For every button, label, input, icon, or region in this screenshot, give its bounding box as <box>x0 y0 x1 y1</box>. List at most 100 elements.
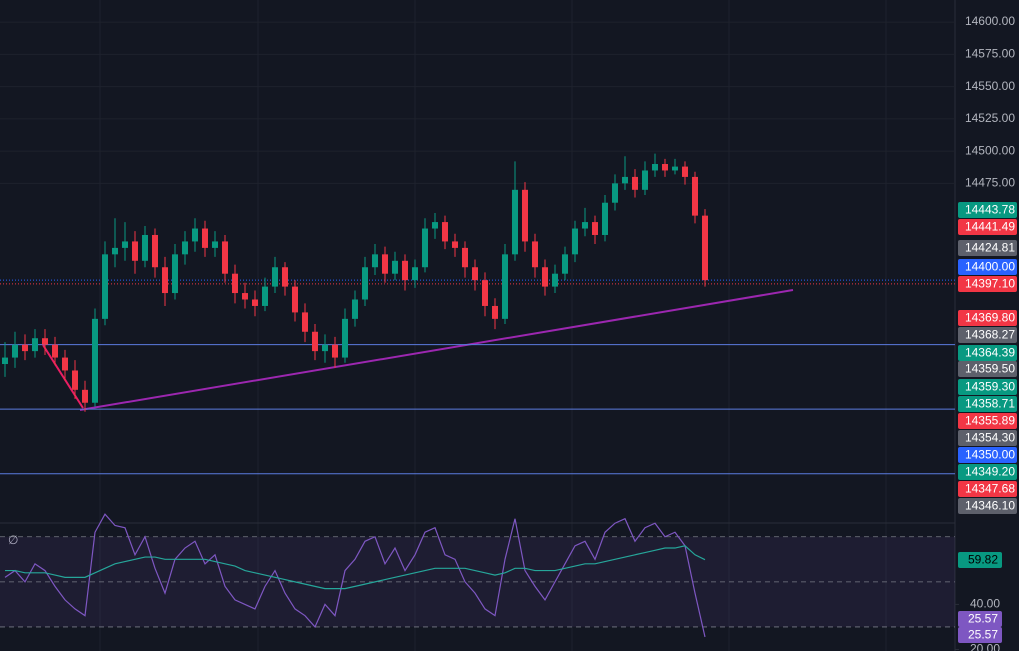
price-badge-label: 14349.20 <box>965 465 1015 479</box>
candle-body <box>52 344 58 358</box>
price-badge-label: 14359.30 <box>965 380 1015 394</box>
rsi-tick-label: 20.00 <box>970 642 1000 651</box>
rsi-badge <box>958 611 1002 627</box>
candle-body <box>92 318 98 403</box>
price-badge <box>958 240 1017 256</box>
price-badge <box>958 396 1017 412</box>
candle-body <box>232 273 238 294</box>
candle-body <box>612 183 618 203</box>
candle-body <box>472 267 478 281</box>
candle-body <box>442 222 448 242</box>
price-badge-label: 14364.39 <box>965 346 1015 360</box>
candle-body <box>132 241 138 261</box>
rsi-line <box>4 513 706 638</box>
candle-body <box>562 254 568 274</box>
price-badge-label: 14424.81 <box>965 241 1015 255</box>
price-badge <box>958 498 1017 514</box>
candle-body <box>702 215 708 281</box>
rsi-line <box>5 545 706 590</box>
candle-body <box>322 344 328 352</box>
candle-body <box>412 267 418 281</box>
y-tick-label: 14475.00 <box>965 176 1015 190</box>
candle-body <box>112 247 118 255</box>
price-badge-label: 14347.68 <box>965 482 1015 496</box>
trend-line-short <box>42 344 84 409</box>
price-badge <box>958 413 1017 429</box>
candle-body <box>642 170 648 190</box>
candle-body <box>282 267 288 287</box>
grid <box>99 0 887 651</box>
candle-body <box>532 241 538 268</box>
price-badge-label: 14346.10 <box>965 499 1015 513</box>
candle-body <box>662 164 668 171</box>
candle-body <box>342 318 348 358</box>
rsi-badge <box>958 627 1002 643</box>
price-badge <box>958 361 1017 377</box>
candle-body <box>192 228 198 242</box>
rsi-badge-label: 25.57 <box>968 628 998 642</box>
candle-body <box>12 344 18 358</box>
candle-body <box>462 247 468 268</box>
price-badge <box>958 447 1017 463</box>
price-badge <box>958 379 1017 395</box>
price-badge <box>958 259 1017 275</box>
candle-body <box>422 228 428 268</box>
candle-body <box>622 176 628 184</box>
candle-body <box>2 357 8 365</box>
candle-body <box>382 254 388 274</box>
candle-body <box>122 241 128 248</box>
price-badge-label: 14359.50 <box>965 362 1015 376</box>
candle-body <box>212 241 218 248</box>
candle-body <box>152 234 158 268</box>
price-badge-label: 14369.80 <box>965 311 1015 325</box>
price-badge <box>958 464 1017 480</box>
y-tick-label: 14500.00 <box>965 143 1015 157</box>
candle-body <box>672 166 678 171</box>
y-tick-label: 14525.00 <box>965 111 1015 125</box>
price-badge <box>958 202 1017 218</box>
candle-body <box>502 254 508 319</box>
price-badge-label: 14397.10 <box>965 277 1015 291</box>
rsi-badge-label: 59.82 <box>968 553 998 567</box>
candle-body <box>102 254 108 319</box>
price-badge-label: 14441.49 <box>965 220 1015 234</box>
candle-body <box>252 299 258 306</box>
candle-body <box>372 254 378 268</box>
price-badge <box>958 345 1017 361</box>
candle-body <box>682 166 688 177</box>
candle-body <box>42 338 48 345</box>
candle-body <box>22 344 28 352</box>
candle-body <box>262 286 268 306</box>
price-badge <box>958 481 1017 497</box>
candle-body <box>302 312 308 332</box>
candle-body <box>332 344 338 358</box>
candle-body <box>552 273 558 287</box>
rsi-tick-label: 40.00 <box>970 597 1000 611</box>
price-badge-label: 14443.78 <box>965 203 1015 217</box>
candle-body <box>522 189 528 242</box>
candle-body <box>242 293 248 300</box>
rsi-badge-label: 25.57 <box>968 612 998 626</box>
candle-body <box>142 234 148 261</box>
candle-body <box>692 176 698 216</box>
candle-body <box>162 267 168 294</box>
candle-body <box>362 267 368 300</box>
price-badge <box>958 219 1017 235</box>
candle-body <box>32 338 38 352</box>
candle-body <box>172 254 178 294</box>
candle-body <box>352 299 358 319</box>
price-badge-label: 14355.89 <box>965 414 1015 428</box>
price-badge-label: 14358.71 <box>965 397 1015 411</box>
candle-body <box>182 241 188 255</box>
candle-body <box>222 241 228 274</box>
candle-body <box>572 228 578 255</box>
trend-line <box>79 289 794 411</box>
candle-body <box>482 280 488 306</box>
y-tick-label: 14600.00 <box>965 14 1015 28</box>
candle-body <box>542 267 548 287</box>
candle-body <box>602 202 608 235</box>
candle-body <box>72 370 78 390</box>
candle-body <box>202 228 208 248</box>
candle-body <box>632 176 638 190</box>
